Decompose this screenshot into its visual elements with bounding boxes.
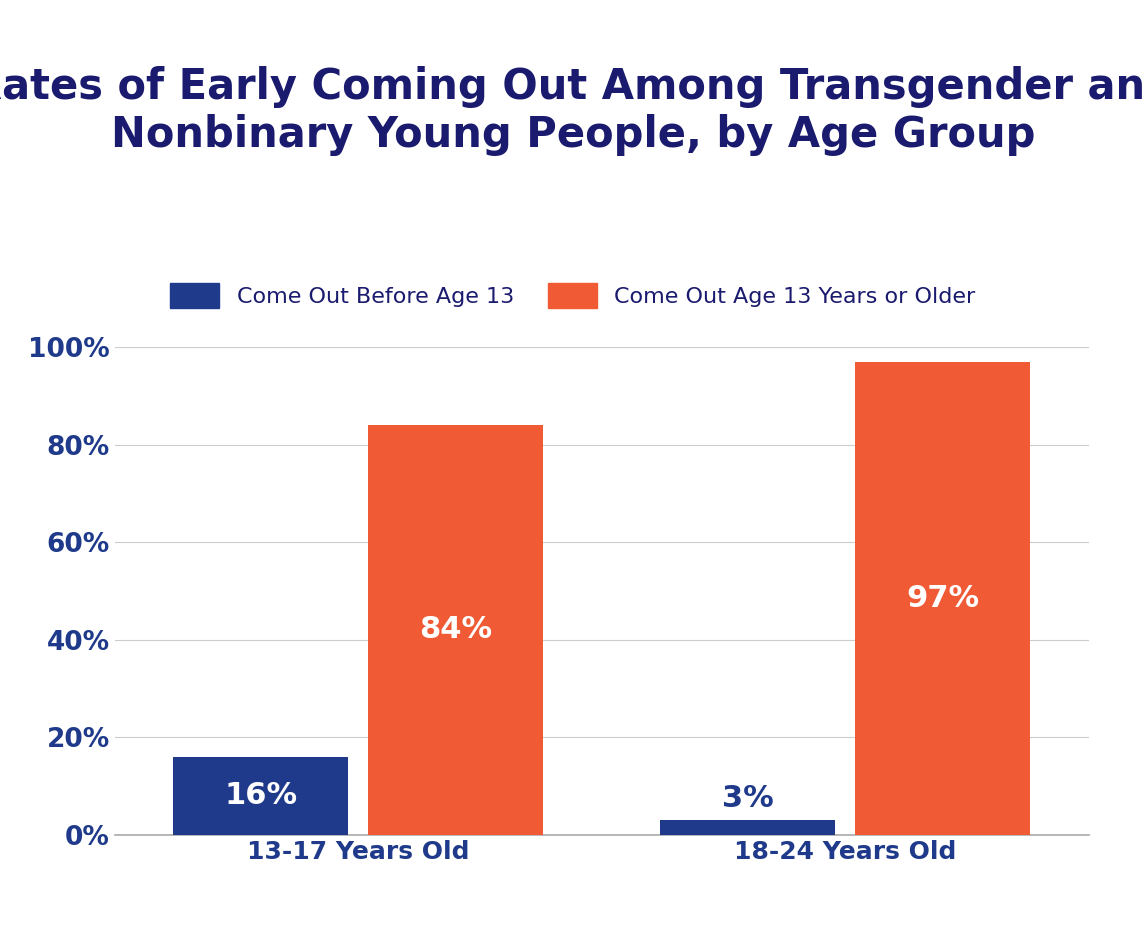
Bar xyxy=(660,820,835,835)
Text: 84%: 84% xyxy=(419,615,492,644)
Bar xyxy=(173,757,348,835)
Text: 16%: 16% xyxy=(225,781,297,810)
Text: Rates of Early Coming Out Among Transgender and
Nonbinary Young People, by Age G: Rates of Early Coming Out Among Transgen… xyxy=(0,66,1146,157)
Bar xyxy=(368,425,543,835)
Legend: Come Out Before Age 13, Come Out Age 13 Years or Older: Come Out Before Age 13, Come Out Age 13 … xyxy=(162,274,984,317)
Text: 3%: 3% xyxy=(722,784,774,813)
Text: 97%: 97% xyxy=(906,583,979,613)
Bar xyxy=(855,362,1030,835)
